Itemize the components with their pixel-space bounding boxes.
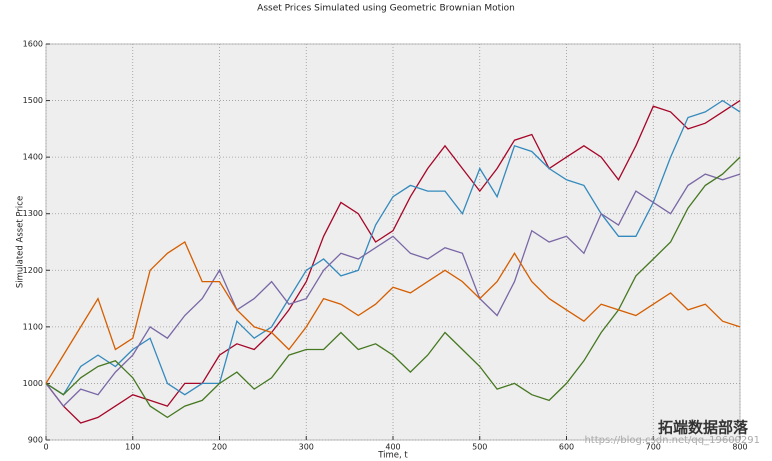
y-axis-label: Simulated Asset Price [16, 196, 26, 288]
y-tick-label: 1200 [23, 266, 43, 275]
x-tick-label: 200 [212, 443, 227, 452]
y-tick-label: 1300 [23, 209, 43, 218]
y-tick-label: 1400 [23, 153, 43, 162]
series-line [45, 241, 741, 384]
watermark: 拓端数据部落 [658, 419, 749, 437]
x-tick-label: 0 [43, 443, 48, 452]
x-tick-label: 500 [472, 443, 487, 452]
x-tick-label: 800 [732, 443, 747, 452]
series-line [45, 173, 741, 408]
watermark-url: https://blog.csdn.net/qq_19600291 [584, 435, 760, 446]
y-tick-label: 1600 [23, 40, 43, 49]
series-line [45, 99, 741, 396]
series-line [45, 100, 741, 424]
y-tick-label: 900 [28, 436, 43, 445]
x-tick-label: 400 [385, 443, 400, 452]
chart-title: Asset Prices Simulated using Geometric B… [257, 4, 515, 14]
x-axis-label: Time, t [377, 451, 408, 461]
x-tick-label: 700 [646, 443, 661, 452]
y-tick-label: 1100 [23, 322, 43, 331]
y-tick-label: 1000 [23, 379, 43, 388]
x-tick-label: 100 [125, 443, 140, 452]
x-tick-label: 600 [559, 443, 574, 452]
x-tick-label: 300 [299, 443, 314, 452]
series-line [45, 156, 741, 419]
y-tick-label: 1500 [23, 96, 43, 105]
